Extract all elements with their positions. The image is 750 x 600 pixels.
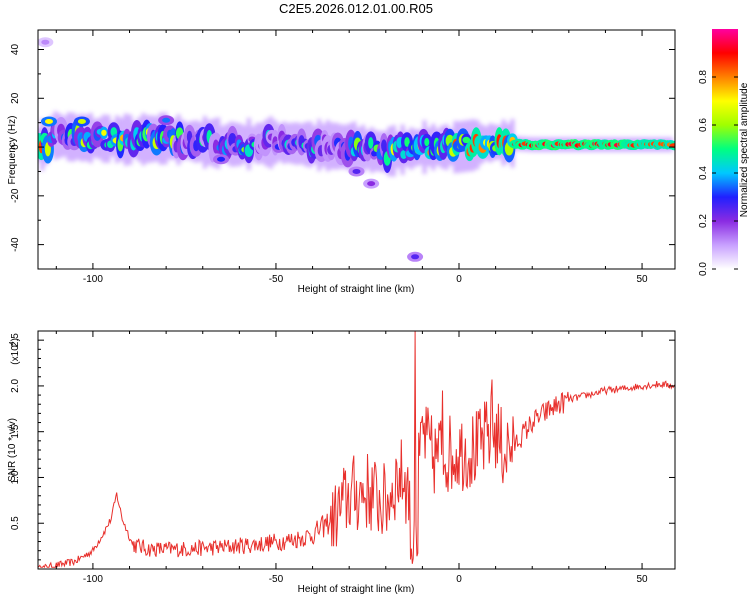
colorbar-tick-label: 0.0 <box>698 262 709 276</box>
snr-x-tick-label: 0 <box>456 574 462 585</box>
snr-y-tick-label: 1.0 <box>10 470 21 484</box>
spectrogram-blob-core <box>462 136 471 144</box>
spectrogram-x-ticks: -100 -50 0 50 <box>55 30 648 285</box>
spectrogram-y-ticks: -40 -20 0 20 40 <box>10 44 675 270</box>
snr-y-scale-close: ) <box>10 338 21 341</box>
snr-y-label: SNR (10 * v/v) <box>7 418 18 482</box>
snr-x-tick-label: -100 <box>83 574 103 585</box>
spectrogram-x-tick-label: -100 <box>83 274 103 285</box>
colorbar-tick-label: 0.8 <box>698 70 709 84</box>
spectrogram-y-label: Frequency (Hz) <box>7 116 18 185</box>
colorbar-label: Normalized spectral amplitude <box>739 82 750 217</box>
snr-y-tick-label: 2.5 <box>10 333 21 347</box>
colorbar-ticks: 0.0 0.2 0.4 0.6 0.8 <box>698 70 738 276</box>
snr-y-tick-label: 2.0 <box>10 379 21 393</box>
spectrogram-blob-core <box>404 137 410 147</box>
snr-y-ticks: 0.5 1.0 1.5 2.0 2.5 <box>10 333 675 561</box>
colorbar-gradient <box>712 29 738 269</box>
colorbar-tick-label: 0.2 <box>698 214 709 228</box>
spectrogram-spot-core <box>411 254 420 260</box>
snr-series-line <box>38 331 675 569</box>
spectrogram-x-tick-label: 0 <box>456 274 462 285</box>
snr-x-label: Height of straight line (km) <box>298 584 415 595</box>
snr-y-scale-base: (x10 <box>10 345 21 365</box>
snr-x-ticks: -100 -50 0 50 <box>55 331 648 585</box>
snr-y-scale-factor: (x104) <box>9 338 21 365</box>
spectrogram-blob-core <box>101 129 107 136</box>
spectrogram-x-tick-label: 50 <box>636 274 648 285</box>
spectrogram-panel: -100 -50 0 50 -40 -20 0 20 40 Height of straigh… <box>7 29 676 295</box>
spectrogram-spot-core <box>367 181 376 187</box>
spectrogram-spot-core <box>162 117 171 123</box>
spectrogram-blob-core <box>424 137 430 147</box>
snr-y-tick-label: 1.5 <box>10 424 21 438</box>
spectrogram-data <box>38 37 675 262</box>
snr-panel: -100 -50 0 50 0.5 1.0 1.5 2.0 2.5 Height of str… <box>7 330 676 595</box>
spectrogram-spot-core <box>217 156 226 162</box>
spectrogram-frame <box>37 29 676 270</box>
spectrogram-y-tick-label: 40 <box>10 44 21 56</box>
colorbar: 0.0 0.2 0.4 0.6 0.8 Normalized spectral ampl… <box>698 29 750 276</box>
spectrogram-spot-core <box>44 118 53 124</box>
spectrogram-spot-core <box>77 118 86 124</box>
spectrogram-y-tick-label: 20 <box>10 92 21 104</box>
snr-x-tick-label: 50 <box>636 574 648 585</box>
snr-y-scale-exp: 4 <box>9 341 16 345</box>
colorbar-tick-label: 0.4 <box>698 166 709 180</box>
spectrogram-x-tick-label: -50 <box>269 274 284 285</box>
snr-x-tick-label: -50 <box>269 574 284 585</box>
snr-y-tick-label: 0.5 <box>10 516 21 530</box>
colorbar-tick-label: 0.6 <box>698 118 709 132</box>
figure-title: C2E5.2026.012.01.00.R05 <box>279 1 433 16</box>
spectrogram-y-tick-label: -20 <box>10 188 21 203</box>
spectrogram-y-tick-label: -40 <box>10 237 21 252</box>
spectrogram-x-label: Height of straight line (km) <box>298 284 415 295</box>
snr-plot-area <box>38 331 675 569</box>
spectrogram-y-tick-label: 0 <box>10 144 21 150</box>
spectrogram-spot-core <box>352 168 361 174</box>
spectrogram-blob-core <box>110 127 118 137</box>
spectrogram-blob-core <box>368 137 374 149</box>
spectrogram-spot-core <box>41 39 50 45</box>
